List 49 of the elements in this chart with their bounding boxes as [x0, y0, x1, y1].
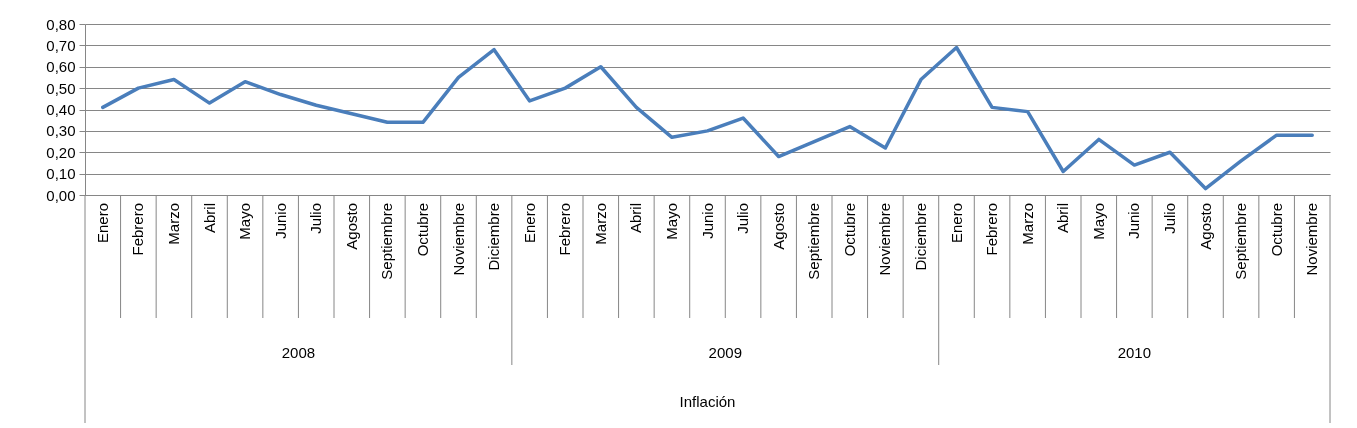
text: 2009 — [708, 344, 742, 361]
y-tick-label: 0,70 — [46, 36, 76, 54]
x-tick-label: Agosto — [769, 203, 787, 250]
x-tick-label: Noviembre — [1303, 203, 1321, 276]
x-tick-label: Julio — [307, 203, 325, 234]
x-tick-label: Enero — [93, 203, 111, 244]
y-tick-label: 0,60 — [46, 58, 76, 76]
x-tick-label: Septiembre — [1232, 203, 1250, 280]
x-tick-label: Julio — [734, 203, 752, 234]
text: 2008 — [281, 344, 316, 361]
x-tick-label: Marzo — [164, 203, 182, 245]
x-tick-label: Marzo — [591, 203, 609, 245]
x-tick-label: Septiembre — [378, 203, 396, 280]
x-tick-label: Julio — [1160, 203, 1178, 234]
text: Inflación — [679, 393, 736, 410]
x-tick-label: Mayo — [236, 203, 254, 240]
x-tick-label: Diciembre — [485, 203, 503, 271]
x-tick-label: Mayo — [662, 203, 680, 240]
x-tick-label: Febrero — [983, 203, 1001, 256]
x-tick-label: Junio — [1125, 203, 1143, 239]
x-tick-label: Abril — [627, 203, 645, 234]
y-tick-label: 0,80 — [46, 15, 76, 33]
y-tick-label: 0,50 — [46, 79, 76, 97]
x-tick-label: Abril — [200, 203, 218, 234]
x-tick-label: Febrero — [129, 203, 147, 256]
x-tick-label: Noviembre — [876, 203, 894, 276]
x-tick-label: Febrero — [556, 203, 574, 256]
y-tick-label: 0,40 — [46, 101, 76, 118]
text: 2010 — [1117, 344, 1152, 361]
y-tick-label: 0,30 — [46, 122, 76, 140]
y-tick-label: 0,20 — [46, 143, 76, 161]
x-tick-label: Diciembre — [911, 203, 929, 271]
line-series — [101, 45, 1314, 191]
x-tick-label: Octubre — [413, 203, 431, 257]
x-tick-label: Agosto — [342, 203, 360, 250]
x-tick-label: Mayo — [1089, 203, 1107, 240]
x-tick-label: Noviembre — [449, 203, 467, 276]
x-tick-label: Enero — [947, 203, 965, 244]
x-tick-label: Marzo — [1018, 203, 1036, 245]
x-tick-label: Junio — [698, 203, 716, 239]
x-tick-label: Abril — [1054, 203, 1072, 234]
x-tick-label: Enero — [520, 203, 538, 244]
y-tick-label: 0,10 — [46, 165, 76, 183]
x-tick-label: Octubre — [840, 203, 858, 257]
x-tick-label: Junio — [271, 203, 289, 239]
x-tick-label: Septiembre — [805, 203, 823, 280]
x-tick-label: Agosto — [1196, 203, 1214, 250]
x-tick-label: Octubre — [1267, 203, 1285, 257]
y-tick-label: 0,00 — [46, 186, 76, 204]
